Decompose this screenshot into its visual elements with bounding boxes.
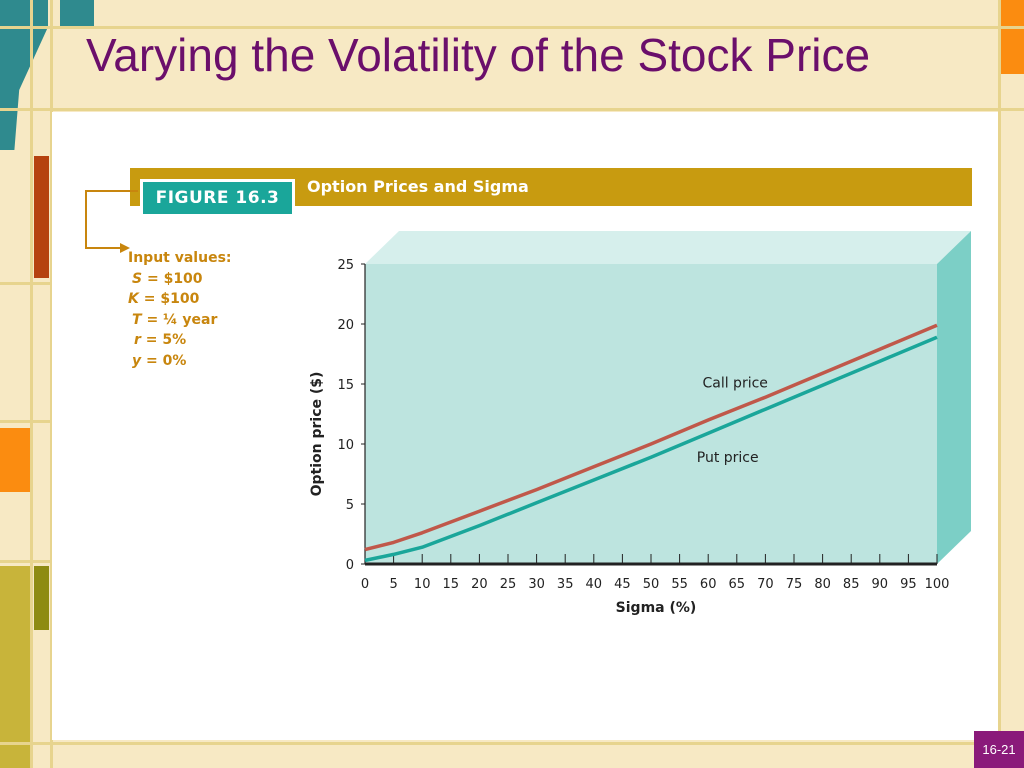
input-row: T = ¼ year — [128, 310, 232, 331]
decor-line — [0, 742, 1024, 745]
input-var: K — [128, 291, 139, 307]
x-axis-title: Sigma (%) — [616, 600, 697, 616]
inputs-heading: Input values: — [128, 250, 232, 266]
decor-olive-dark-block — [34, 566, 49, 630]
x-tick-label: 90 — [872, 577, 889, 592]
input-value: = 0% — [146, 352, 187, 369]
input-value: = $100 — [146, 270, 203, 287]
decor-rust-block — [34, 156, 49, 278]
y-tick-label: 0 — [346, 558, 354, 573]
x-tick-label: 40 — [586, 577, 603, 592]
x-tick-label: 95 — [900, 577, 917, 592]
y-tick-label: 15 — [337, 378, 354, 393]
figure-label: FIGURE 16.3 — [140, 179, 295, 217]
y-tick-label: 5 — [346, 498, 354, 513]
plot-front-face — [365, 264, 937, 564]
x-tick-label: 15 — [443, 577, 460, 592]
x-tick-label: 75 — [786, 577, 803, 592]
decor-line — [0, 420, 50, 423]
y-tick-label: 10 — [337, 438, 354, 453]
input-value: = 5% — [145, 332, 187, 348]
decor-teal-shape — [0, 0, 48, 150]
input-value: = ¼ year — [146, 311, 218, 328]
input-row: y = 0% — [128, 351, 232, 372]
option-price-chart: 0 5 10 15 20 25 0 5 10 15 20 25 30 35 40 45 50 55 60 65 70 75… — [309, 231, 971, 616]
input-var: T — [132, 311, 142, 328]
put-price-label: Put price — [697, 450, 759, 466]
x-tick-label: 70 — [757, 577, 774, 592]
decor-teal-block — [60, 0, 94, 26]
input-row: r = 5% — [128, 330, 232, 351]
call-price-line — [364, 323, 938, 552]
decor-line — [0, 108, 1024, 111]
x-tick-label: 10 — [414, 577, 431, 592]
input-var: S — [132, 270, 143, 287]
x-tick-label: 65 — [729, 577, 746, 592]
decor-line — [0, 26, 1024, 29]
decor-line — [998, 0, 1001, 768]
x-tick-label: 45 — [614, 577, 631, 592]
decor-line — [50, 0, 53, 768]
decor-orange-corner-block — [1000, 0, 1024, 74]
x-tick-label: 60 — [700, 577, 717, 592]
decor-olive-block — [0, 566, 30, 768]
x-tick-label: 25 — [500, 577, 517, 592]
decor-line — [30, 0, 33, 768]
input-var: y — [132, 352, 142, 369]
figure-title: Option Prices and Sigma — [307, 177, 529, 196]
input-row: K = $100 — [128, 289, 232, 310]
x-tick-label: 35 — [557, 577, 574, 592]
x-tick-label: 80 — [814, 577, 831, 592]
page-number: 16-21 — [974, 731, 1024, 768]
x-tick-label: 85 — [843, 577, 860, 592]
y-tick-label: 25 — [337, 258, 354, 273]
input-value: = $100 — [143, 291, 200, 307]
decor-orange-block — [0, 428, 30, 492]
x-tick-label: 55 — [671, 577, 688, 592]
x-tick-label: 20 — [471, 577, 488, 592]
x-tick-label: 50 — [643, 577, 660, 592]
y-axis-title: Option price ($) — [309, 372, 325, 497]
x-tick-label: 0 — [361, 577, 369, 592]
x-tick-label: 5 — [389, 577, 397, 592]
decor-line — [0, 282, 50, 285]
y-tick-label: 20 — [337, 318, 354, 333]
plot-side-face — [937, 231, 971, 564]
x-tick-label: 30 — [528, 577, 545, 592]
input-values: Input values: S = $100 K = $100 T = ¼ ye… — [128, 248, 232, 371]
bracket-arrow — [85, 190, 138, 253]
x-tick-label: 100 — [925, 577, 950, 592]
input-row: S = $100 — [128, 269, 232, 290]
decor-line — [0, 560, 50, 563]
call-price-label: Call price — [702, 376, 767, 392]
slide-title: Varying the Volatility of the Stock Pric… — [86, 29, 871, 81]
input-var: r — [134, 332, 141, 348]
put-price-line — [364, 335, 938, 563]
plot-top-face — [365, 231, 971, 264]
